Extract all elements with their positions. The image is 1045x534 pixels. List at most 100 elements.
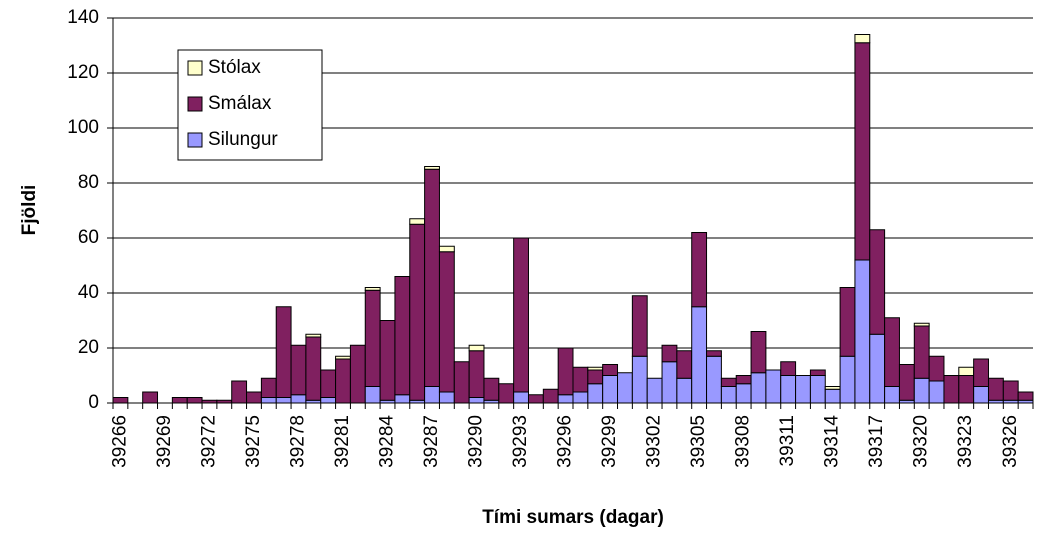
legend-swatch xyxy=(187,132,203,148)
bar-segment xyxy=(438,251,455,393)
bar-segment xyxy=(735,375,752,385)
x-tick-label: 39311 xyxy=(777,415,798,466)
bar-segment xyxy=(394,394,411,404)
y-tick-label: 100 xyxy=(67,117,99,138)
y-tick-label: 80 xyxy=(78,172,99,193)
y-tick-label: 40 xyxy=(78,282,99,303)
bar-segment xyxy=(424,386,440,404)
bar-segment xyxy=(795,375,811,404)
bar-segment xyxy=(557,394,574,404)
bar-segment xyxy=(438,391,455,404)
bar-segment xyxy=(824,386,841,390)
x-tick-label: 39284 xyxy=(377,415,398,468)
bar-segment xyxy=(409,218,426,225)
bar-segment xyxy=(171,397,188,404)
bar-segment xyxy=(973,358,989,387)
x-tick-label: 39272 xyxy=(198,415,219,468)
y-tick-label: 0 xyxy=(88,392,99,413)
x-tick-label: 39290 xyxy=(466,415,487,468)
bar-segment xyxy=(780,375,797,404)
bar-segment xyxy=(720,377,737,387)
bar-segment xyxy=(602,375,619,404)
bar-segment xyxy=(231,380,248,404)
bar-segment xyxy=(958,366,975,376)
bar-segment xyxy=(913,325,930,379)
bar-segment xyxy=(290,394,307,404)
bar-segment xyxy=(587,369,604,385)
y-axis-title: Fjöldi xyxy=(19,185,40,236)
bar-segment xyxy=(691,306,708,404)
bar-segment xyxy=(542,388,559,404)
bar-segment xyxy=(884,317,900,387)
bar-segment xyxy=(483,377,500,401)
bar-segment xyxy=(246,391,262,404)
bar-segment xyxy=(839,287,856,357)
x-tick-label: 39308 xyxy=(733,415,754,468)
bar-segment xyxy=(869,333,886,404)
x-tick-label: 39323 xyxy=(955,415,976,468)
bar-segment xyxy=(780,361,797,376)
y-tick-label: 120 xyxy=(67,62,99,83)
x-tick-label: 39296 xyxy=(555,415,576,468)
bar-segment xyxy=(661,344,678,363)
x-axis-title: Tími sumars (dagar) xyxy=(482,507,664,528)
bar-segment xyxy=(587,366,604,371)
bar-segment xyxy=(305,336,322,401)
bar-segment xyxy=(364,386,381,404)
x-tick-label: 39278 xyxy=(287,415,308,468)
bar-segment xyxy=(394,276,411,396)
bar-segment xyxy=(676,350,693,379)
bar-segment xyxy=(453,361,470,404)
bar-segment xyxy=(364,287,381,291)
bar-segment xyxy=(424,168,440,387)
bar-segment xyxy=(527,394,544,404)
bar-segment xyxy=(884,386,900,404)
x-tick-label: 39287 xyxy=(421,415,442,468)
bar-segment xyxy=(468,350,485,398)
bar-segment xyxy=(1017,391,1034,401)
bar-segment xyxy=(335,358,351,404)
bar-segment xyxy=(498,383,515,404)
bar-segment xyxy=(958,375,975,404)
legend-label: Silungur xyxy=(208,129,278,150)
x-tick-label: 39299 xyxy=(599,415,620,468)
bar-segment xyxy=(646,377,663,404)
bar-segment xyxy=(691,232,708,308)
bar-segment xyxy=(854,34,871,44)
bar-segment xyxy=(928,355,945,382)
bar-segment xyxy=(438,245,455,253)
bar-segment xyxy=(572,391,589,404)
bar-segment xyxy=(260,397,277,404)
bar-segment xyxy=(320,369,337,398)
x-tick-label: 39302 xyxy=(644,415,665,468)
bar-segment xyxy=(750,331,767,374)
x-tick-label: 39326 xyxy=(1000,415,1021,468)
bar-segment xyxy=(320,397,337,404)
bar-segment xyxy=(1002,380,1019,401)
legend-label: Smálax xyxy=(208,93,272,114)
bar-segment xyxy=(898,364,915,401)
x-tick-label: 39293 xyxy=(510,415,531,468)
y-tick-label: 20 xyxy=(78,337,99,358)
bar-segment xyxy=(706,355,722,404)
bar-segment xyxy=(409,223,426,401)
bar-segment xyxy=(735,383,752,404)
bar-segment xyxy=(809,375,826,404)
bar-segment xyxy=(364,289,381,387)
bar-segment xyxy=(928,380,945,404)
bar-segment xyxy=(869,229,886,335)
bar-segment xyxy=(602,364,619,376)
bar-segment xyxy=(305,333,322,338)
legend-swatch xyxy=(187,60,203,76)
bar-segment xyxy=(379,320,396,401)
x-tick-label: 39317 xyxy=(866,415,887,468)
bar-segment xyxy=(943,375,960,404)
bar-segment xyxy=(824,388,841,404)
legend-swatch xyxy=(187,96,203,112)
bar-segment xyxy=(142,391,159,404)
bar-segment xyxy=(513,237,529,393)
bar-segment xyxy=(809,369,826,376)
x-tick-label: 39281 xyxy=(332,415,353,468)
bar-segment xyxy=(513,391,529,404)
